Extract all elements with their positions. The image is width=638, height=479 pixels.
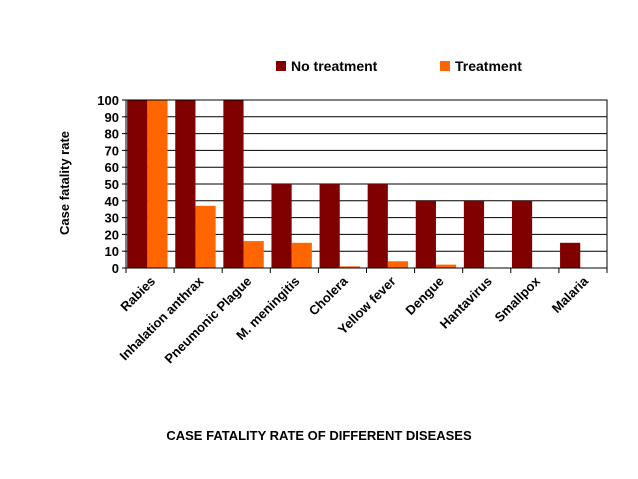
y-tick-label: 40 bbox=[105, 194, 119, 209]
bar-treatment bbox=[147, 100, 168, 268]
x-tick-label: Cholera bbox=[306, 273, 351, 318]
x-tick-label: Pneumonic Plague bbox=[162, 274, 255, 367]
bar-treatment bbox=[243, 241, 264, 268]
bar-treatment bbox=[387, 261, 409, 268]
bar-no-treatment bbox=[415, 200, 436, 268]
bar-treatment bbox=[291, 242, 312, 268]
x-tick-label: Rabies bbox=[117, 274, 158, 315]
legend-label-no-treatment: No treatment bbox=[291, 58, 378, 74]
y-tick-label: 0 bbox=[112, 261, 119, 276]
y-tick-label: 10 bbox=[105, 244, 119, 259]
y-tick-label: 60 bbox=[105, 160, 119, 175]
bar-treatment bbox=[195, 205, 216, 268]
legend-swatch-no-treatment bbox=[276, 61, 286, 71]
x-tick-label: Dengue bbox=[402, 274, 446, 318]
legend-swatch-treatment bbox=[440, 61, 450, 71]
bar-no-treatment bbox=[223, 100, 244, 268]
axes bbox=[125, 99, 608, 273]
y-tick-label: 90 bbox=[105, 110, 119, 125]
y-tick-label: 100 bbox=[97, 93, 119, 108]
x-tick-label: Inhalation anthrax bbox=[116, 273, 206, 363]
bar-treatment bbox=[339, 266, 360, 268]
bar-no-treatment bbox=[175, 100, 196, 268]
y-tick-label: 30 bbox=[105, 211, 119, 226]
x-tick-label: Smallpox bbox=[491, 273, 543, 325]
bar-no-treatment bbox=[560, 242, 581, 268]
bar-no-treatment bbox=[463, 200, 485, 268]
bar-no-treatment bbox=[271, 184, 292, 268]
legend: No treatment Treatment bbox=[276, 58, 522, 74]
y-tick-label: 70 bbox=[105, 143, 119, 158]
bar-no-treatment bbox=[367, 184, 388, 268]
y-tick-label: 50 bbox=[105, 177, 119, 192]
x-tick-label: Malaria bbox=[549, 273, 592, 316]
chart-caption: CASE FATALITY RATE OF DIFFERENT DISEASES bbox=[166, 428, 472, 443]
bar-no-treatment bbox=[319, 184, 340, 268]
bars bbox=[127, 100, 581, 268]
y-tick-label: 20 bbox=[105, 227, 119, 242]
y-axis-label: Case fatality rate bbox=[57, 131, 72, 235]
bar-no-treatment bbox=[511, 200, 533, 268]
legend-label-treatment: Treatment bbox=[455, 58, 522, 74]
bar-no-treatment bbox=[127, 100, 148, 268]
y-tick-label: 80 bbox=[105, 127, 119, 142]
bar-treatment bbox=[435, 264, 457, 268]
x-tick-label: Hantavirus bbox=[437, 274, 495, 332]
